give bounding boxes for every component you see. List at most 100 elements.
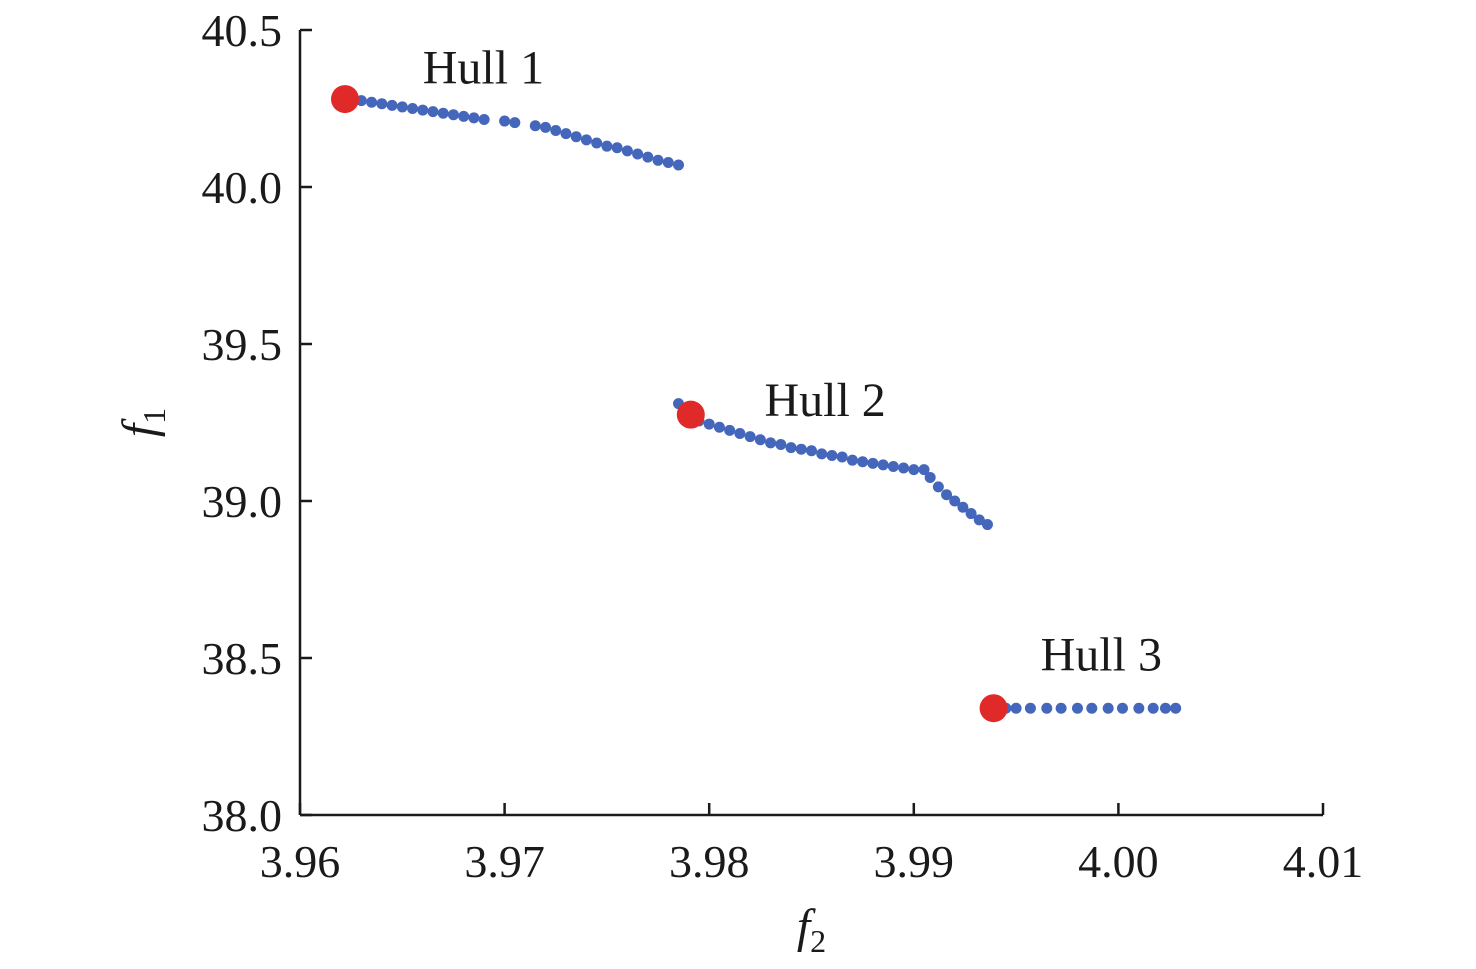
data-point: [591, 137, 603, 149]
data-point: [632, 148, 644, 160]
hull-3-series: [1000, 702, 1182, 714]
x-tick-label: 3.97: [464, 836, 545, 887]
data-point: [918, 464, 930, 476]
data-point: [887, 460, 899, 472]
data-point: [652, 154, 664, 166]
data-point: [867, 457, 879, 469]
annotations: Hull 1 Hull 2 Hull 3: [423, 41, 1162, 681]
data-point: [447, 109, 459, 121]
x-tick-label: 3.98: [669, 836, 750, 887]
y-tick-label: 38.5: [202, 633, 283, 684]
data-point: [1055, 702, 1067, 714]
data-point: [560, 128, 572, 140]
data-point: [744, 431, 756, 443]
data-point: [417, 104, 429, 116]
hull-2-label: Hull 2: [764, 374, 885, 427]
x-tick-label: 3.99: [874, 836, 955, 887]
data-point: [932, 481, 944, 493]
data-point: [826, 449, 838, 461]
data-point: [973, 514, 985, 526]
hull-3-marker: [979, 694, 1008, 723]
data-point: [1086, 702, 1098, 714]
hull-1-marker: [331, 85, 360, 114]
data-point: [1041, 702, 1053, 714]
data-point: [949, 495, 961, 507]
x-ticks: 3.96 3.97 3.98 3.99 4.00 4.01: [260, 803, 1364, 887]
data-point: [478, 113, 490, 125]
data-point: [795, 443, 807, 455]
hull-1-series: [345, 93, 685, 171]
data-point: [540, 121, 552, 133]
data-point: [924, 471, 936, 483]
axes: 38.038.539.039.540.040.5 3.96 3.97 3.98 3.9…: [202, 5, 1364, 887]
y-tick-label: 39.0: [202, 476, 283, 527]
data-point: [981, 519, 993, 531]
y-tick-label: 39.5: [202, 319, 283, 370]
data-point: [1170, 702, 1182, 714]
data-point: [529, 120, 541, 132]
data-point: [765, 437, 777, 449]
data-point: [1071, 702, 1083, 714]
y-tick-label: 38.0: [202, 790, 283, 841]
data-point: [754, 434, 766, 446]
data-point: [806, 445, 817, 457]
x-tick-label: 4.00: [1078, 836, 1159, 887]
data-point: [713, 421, 725, 433]
data-point: [1159, 702, 1171, 714]
data-point: [550, 124, 562, 136]
hull-3-label: Hull 3: [1041, 629, 1162, 682]
data-point: [877, 459, 889, 471]
data-point: [437, 107, 449, 119]
y-axis-label-sub: 1: [136, 408, 172, 424]
data-point: [1116, 702, 1128, 714]
data-point: [366, 96, 378, 108]
data-point: [407, 103, 419, 114]
data-point: [816, 448, 828, 460]
data-point: [427, 106, 439, 118]
data-point: [499, 115, 511, 127]
data-point: [376, 98, 388, 110]
data-point: [836, 451, 848, 463]
y-ticks: 38.0 38.5 39.0 39.5 40.0 40.5: [202, 5, 312, 841]
data-point: [642, 151, 654, 163]
data-point: [785, 442, 797, 454]
x-tick-label: 4.01: [1283, 836, 1364, 887]
data-point: [703, 418, 715, 430]
data-point: [846, 454, 858, 466]
data-point: [468, 112, 480, 124]
hull-2-series: [673, 398, 993, 531]
data-point: [857, 456, 869, 468]
data-point: [908, 464, 920, 476]
data-point: [1147, 702, 1159, 714]
data-point: [509, 117, 521, 129]
x-axis-label-sub: 2: [810, 923, 826, 959]
data-point: [386, 99, 398, 111]
data-point: [941, 489, 953, 501]
data-point: [1010, 702, 1022, 714]
data-point: [570, 131, 582, 143]
x-tick-label: 3.96: [260, 836, 341, 887]
data-point: [580, 134, 592, 146]
data-point: [458, 110, 470, 122]
data-point: [965, 508, 977, 520]
data-point: [396, 101, 408, 113]
hull-1-label: Hull 1: [423, 41, 544, 94]
x-axis-label: f2: [797, 900, 826, 959]
data-point: [621, 145, 633, 157]
data-point: [611, 142, 623, 154]
data-point: [724, 424, 736, 436]
data-point: [662, 157, 674, 169]
hull-2-marker: [676, 400, 705, 429]
y-axis-label: f1: [113, 408, 172, 437]
data-point: [1024, 702, 1036, 714]
data-points: [345, 93, 1182, 714]
y-tick-label: 40.0: [202, 162, 283, 213]
data-point: [601, 140, 613, 152]
data-point: [1102, 702, 1114, 714]
data-point: [957, 501, 969, 513]
data-point: [898, 462, 910, 474]
hull-markers: [331, 85, 1008, 723]
data-point: [1133, 702, 1145, 714]
data-point: [775, 438, 787, 450]
data-point: [673, 159, 685, 171]
